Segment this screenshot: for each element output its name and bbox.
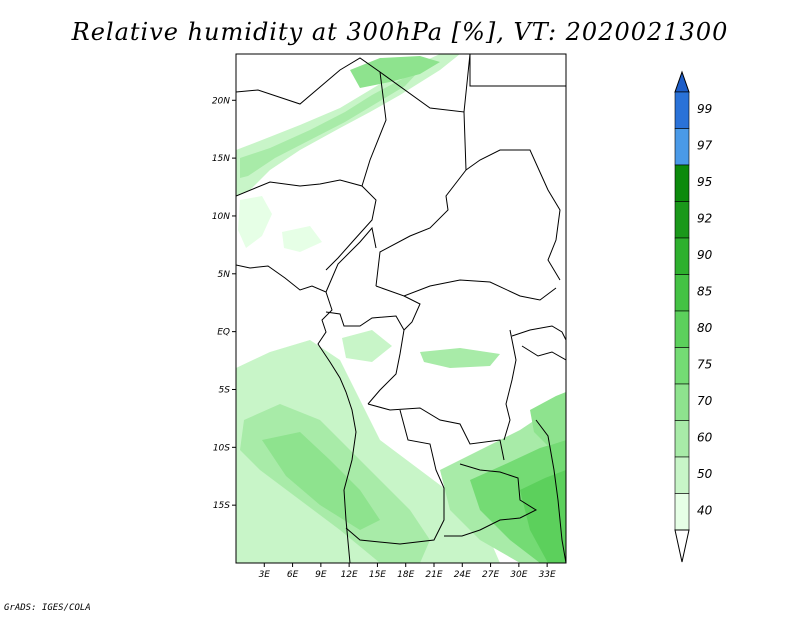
lon-tick-label: 30E <box>510 570 527 580</box>
colorbar-label: 92 <box>697 212 712 226</box>
border-niger-chad <box>375 111 467 287</box>
humidity-shading <box>236 54 566 563</box>
colorbar-swatch <box>674 493 690 531</box>
border-mali-niger <box>361 71 387 187</box>
colorbar-label: 70 <box>697 394 713 408</box>
border-east-coast <box>511 325 566 341</box>
credit-label: GrADS: IGES/COLA <box>4 603 91 613</box>
border-sudan <box>469 54 566 87</box>
lat-tick-label: EQ <box>217 328 230 338</box>
colorbar-swatch <box>674 274 690 312</box>
border-north-mauritania-mali <box>236 54 471 113</box>
humidity-area-west-patch <box>238 196 272 248</box>
colorbar-label: 85 <box>697 285 712 299</box>
border-drc-south <box>367 403 505 461</box>
humidity-area-southeast-inner <box>520 470 566 563</box>
colorbar: 99 97 95 92 90 85 80 75 70 60 50 40 <box>674 70 713 563</box>
colorbar-swatch <box>674 383 690 421</box>
humidity-area-congo-patch <box>342 330 392 362</box>
lat-tick-label: 15N <box>212 154 230 164</box>
colorbar-label: 50 <box>697 467 713 481</box>
border-nigeria-cameroon <box>325 226 377 293</box>
lon-tick-label: 21E <box>425 570 442 580</box>
longitude-axis: 3E 6E 9E 12E 15E 18E 21E 24E 27E 30E 33E <box>259 563 556 580</box>
lat-tick-label: 15S <box>213 501 230 511</box>
country-borders <box>236 54 566 563</box>
lon-tick-label: 3E <box>259 570 271 580</box>
lat-tick-label: 20N <box>212 96 230 106</box>
lon-tick-label: 18E <box>397 570 414 580</box>
lon-tick-label: 15E <box>369 570 386 580</box>
lon-tick-label: 6E <box>287 570 299 580</box>
colorbar-label: 99 <box>697 102 712 116</box>
lon-tick-label: 9E <box>315 570 327 580</box>
lat-tick-label: 10N <box>212 212 230 222</box>
colorbar-label: 60 <box>697 431 713 445</box>
border-congo-gabon <box>325 311 405 405</box>
border-angola-zambia <box>345 409 445 545</box>
border-south-east <box>535 419 566 563</box>
coastline-west-africa <box>236 264 357 563</box>
humidity-area-sahel-band <box>236 54 460 196</box>
colorbar-label: 80 <box>697 321 713 335</box>
border-drc-east <box>503 329 517 441</box>
border-sahel-south <box>236 179 377 271</box>
colorbar-swatch <box>674 164 690 202</box>
colorbar-swatch <box>674 128 690 166</box>
border-east-lakes <box>521 345 566 361</box>
humidity-area-east-coast <box>530 392 566 446</box>
colorbar-label: 75 <box>697 358 712 372</box>
humidity-area-southwest-inner <box>262 432 380 530</box>
humidity-area-north-patch <box>350 56 440 88</box>
colorbar-swatch <box>674 420 690 458</box>
colorbar-swatch <box>674 91 690 129</box>
border-drc <box>403 295 421 331</box>
colorbar-swatch <box>674 237 690 275</box>
colorbar-label: 40 <box>697 504 713 518</box>
border-chad-sudan <box>465 149 561 281</box>
lon-tick-label: 27E <box>482 570 499 580</box>
latitude-axis: 20N 15N 10N 5N EQ 5S 10S 15S <box>212 96 236 511</box>
map-frame <box>235 53 567 564</box>
humidity-area-southwest <box>236 340 500 563</box>
map-title: Relative humidity at 300hPa [%], VT: 202… <box>71 18 729 46</box>
border-zambia <box>444 463 538 537</box>
colorbar-swatch <box>674 201 690 239</box>
lon-tick-label: 33E <box>539 570 556 580</box>
humidity-area-central-streak <box>420 348 500 368</box>
colorbar-label: 97 <box>697 139 713 153</box>
lat-tick-label: 5N <box>218 270 231 280</box>
lon-tick-label: 12E <box>341 570 358 580</box>
lat-tick-label: 5S <box>219 385 231 395</box>
border-car <box>375 279 557 301</box>
colorbar-label: 95 <box>697 175 712 189</box>
colorbar-swatch <box>674 456 690 494</box>
humidity-area-nigeria-patch <box>282 226 322 252</box>
colorbar-label: 90 <box>697 248 713 262</box>
colorbar-swatch <box>674 310 690 348</box>
colorbar-top-arrow <box>674 70 690 93</box>
lat-tick-label: 10S <box>213 443 230 453</box>
lon-tick-label: 24E <box>454 570 471 580</box>
humidity-area-sahel-core <box>240 70 420 178</box>
colorbar-swatch <box>674 347 690 385</box>
colorbar-bottom-arrow <box>674 529 690 563</box>
